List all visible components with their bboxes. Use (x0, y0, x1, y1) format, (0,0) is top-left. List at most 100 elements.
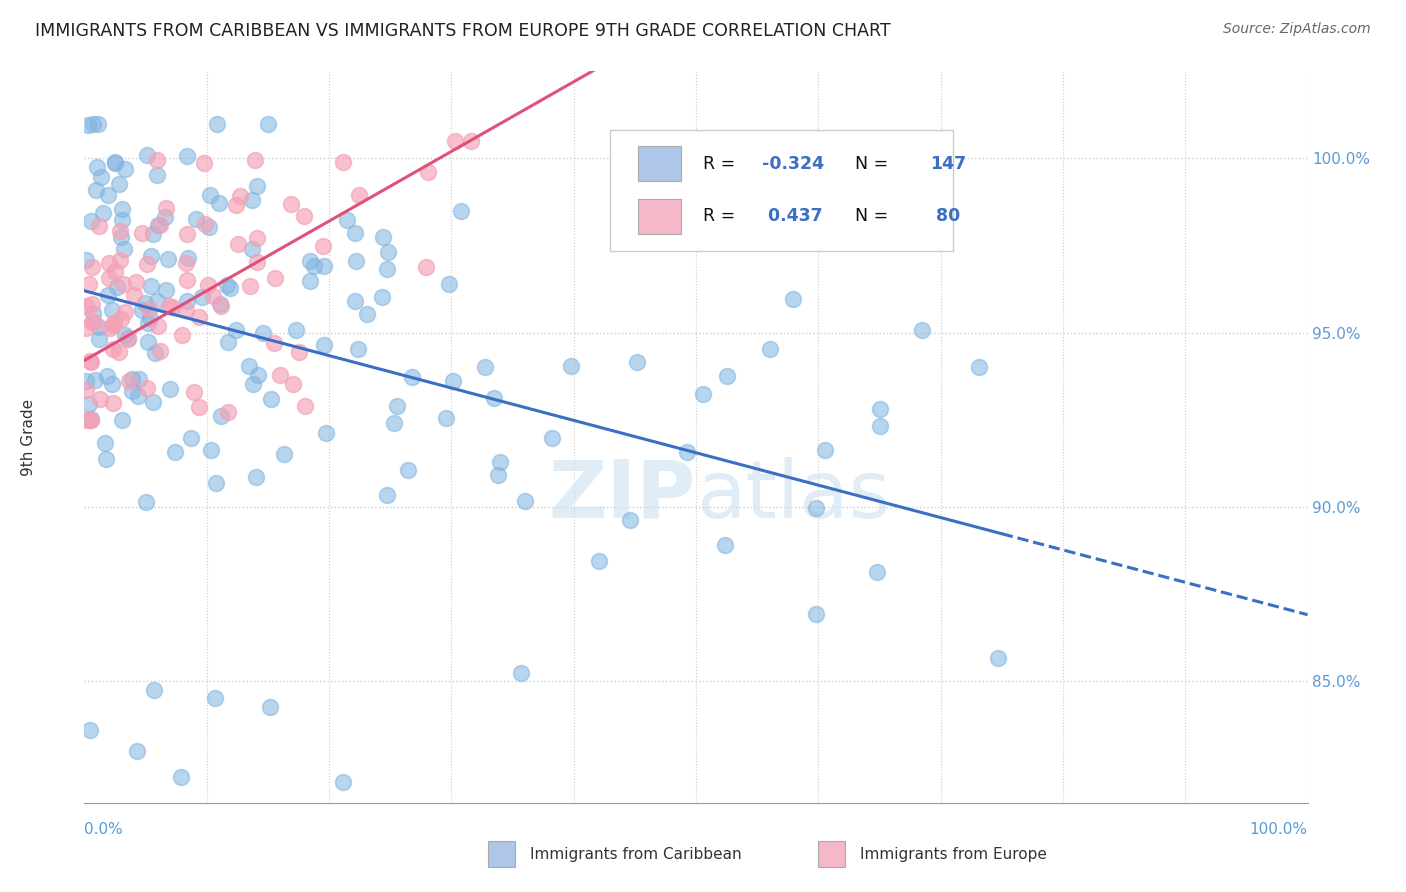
Point (101, 396, 124, 410)
Point (82, 306, 104, 320)
FancyBboxPatch shape (818, 841, 845, 867)
Point (197, 278, 219, 293)
Point (441, 374, 464, 388)
Text: atlas: atlas (696, 457, 890, 534)
Point (114, 161, 136, 176)
Point (170, 770, 193, 784)
Point (247, 368, 270, 382)
Point (187, 400, 209, 414)
Text: 147: 147 (929, 154, 966, 172)
Point (184, 211, 207, 226)
Point (155, 283, 177, 297)
Point (225, 323, 247, 337)
Point (128, 371, 150, 385)
Point (104, 264, 127, 278)
Point (87, 219, 110, 233)
Point (675, 445, 697, 459)
Point (111, 213, 134, 227)
Point (97, 187, 120, 202)
Point (145, 293, 167, 308)
Text: 100.0%: 100.0% (1250, 822, 1308, 837)
Point (814, 443, 837, 458)
Point (758, 342, 780, 356)
Point (371, 230, 394, 244)
Point (82, 260, 104, 275)
Point (110, 413, 132, 427)
Y-axis label: 9th Grade: 9th Grade (21, 399, 35, 475)
Point (110, 252, 132, 267)
Point (209, 409, 232, 424)
FancyBboxPatch shape (610, 130, 953, 251)
Point (118, 374, 141, 388)
Point (488, 455, 510, 469)
Point (336, 213, 359, 227)
Point (541, 431, 564, 445)
Point (136, 257, 159, 271)
Point (240, 193, 263, 207)
Point (198, 220, 221, 235)
Point (349, 188, 371, 202)
Point (281, 376, 304, 391)
Point (183, 385, 205, 400)
Point (510, 666, 533, 681)
Point (97, 287, 120, 301)
Point (155, 210, 177, 224)
Point (385, 399, 408, 413)
Point (155, 201, 177, 215)
Point (163, 445, 186, 459)
Point (257, 117, 280, 131)
Point (125, 744, 148, 758)
Point (75, 412, 97, 426)
Point (626, 354, 648, 368)
Point (139, 249, 162, 263)
Point (77, 277, 100, 292)
Text: IMMIGRANTS FROM CARIBBEAN VS IMMIGRANTS FROM EUROPE 9TH GRADE CORRELATION CHART: IMMIGRANTS FROM CARIBBEAN VS IMMIGRANTS … (35, 22, 891, 40)
Point (474, 360, 496, 375)
Point (79, 353, 101, 368)
Point (107, 177, 129, 191)
Point (117, 331, 139, 345)
Point (866, 565, 889, 579)
Point (174, 303, 197, 318)
Point (96, 368, 118, 383)
Point (87, 332, 110, 346)
Point (239, 278, 262, 293)
Point (135, 381, 157, 395)
Point (101, 318, 124, 333)
Point (114, 327, 136, 342)
Point (84, 373, 107, 387)
Point (180, 431, 202, 445)
Point (87, 117, 110, 131)
Point (588, 554, 610, 568)
Point (208, 195, 231, 210)
Point (384, 416, 406, 430)
Point (204, 475, 226, 490)
Point (176, 149, 198, 163)
Point (107, 345, 129, 359)
Point (136, 148, 159, 162)
Point (332, 774, 354, 789)
Point (263, 270, 285, 285)
Point (135, 494, 157, 508)
Point (344, 253, 367, 268)
Point (146, 219, 169, 233)
Point (136, 316, 159, 330)
Point (225, 197, 247, 211)
Point (176, 227, 198, 241)
Point (245, 153, 267, 168)
Point (200, 443, 222, 458)
Point (246, 179, 269, 194)
Point (75, 320, 97, 334)
Point (82, 297, 104, 311)
Point (252, 326, 274, 341)
Point (176, 255, 198, 269)
Point (315, 425, 337, 440)
Point (146, 319, 169, 334)
Point (138, 302, 160, 317)
Point (418, 164, 440, 178)
Point (111, 202, 134, 216)
Point (288, 344, 311, 359)
Point (75, 299, 97, 313)
Point (343, 226, 366, 240)
Point (806, 500, 828, 515)
